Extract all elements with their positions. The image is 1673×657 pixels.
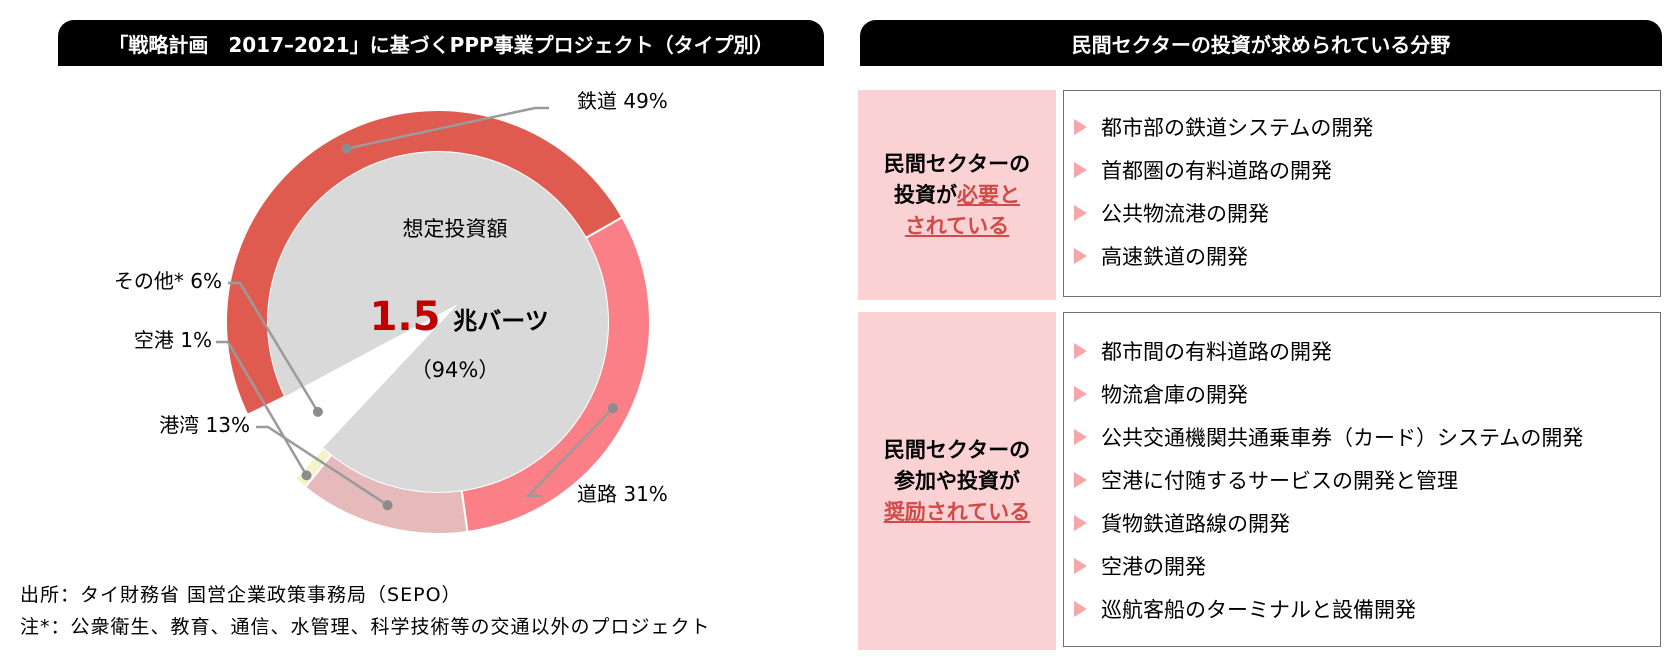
category-plain: 投資が [894, 182, 957, 207]
list-item: 都市間の有料道路の開発 [1074, 329, 1660, 372]
leader-line [346, 106, 549, 150]
center-value: 1.5 [370, 294, 441, 340]
leader-dot [312, 406, 323, 417]
chart-panel-header: 「戦略計画 2017–2021」に基づくPPP事業プロジェクト（タイプ別） [58, 20, 824, 66]
category-encouraged: 民間セクターの 参加や投資が 奨励されている [858, 312, 1056, 650]
donut-chart: 想定投資額 1.5 兆バーツ （94%） 鉄道 49% 道路 31% 港湾 13% 空… [114, 89, 668, 535]
triangle-bullet-icon [1074, 557, 1087, 574]
sectors-panel-header: 民間セクターの投資が求められている分野 [860, 20, 1662, 66]
triangle-bullet-icon [1074, 161, 1087, 178]
triangle-bullet-icon [1074, 118, 1087, 135]
leader-line [228, 281, 319, 413]
triangle-bullet-icon [1074, 204, 1087, 221]
required-items-box: 都市部の鉄道システムの開発 首都圏の有料道路の開発 公共物流港の開発 高速鉄道の… [1063, 90, 1661, 297]
category-line: 参加や投資が [894, 468, 1020, 493]
leader-dot [382, 500, 393, 511]
category-emphasis: されている [904, 213, 1010, 238]
list-item: 空港に付随するサービスの開発と管理 [1074, 458, 1660, 501]
slice-label: 道路 31% [577, 482, 668, 506]
list-item: 公共交通機関共通乗車券（カード）システムの開発 [1074, 415, 1660, 458]
triangle-bullet-icon [1074, 247, 1087, 264]
category-line: 民間セクターの [883, 151, 1031, 176]
triangle-bullet-icon [1074, 514, 1087, 531]
slice-label: その他* 6% [114, 269, 222, 293]
leader-dot [607, 403, 618, 414]
triangle-bullet-icon [1074, 600, 1087, 617]
triangle-bullet-icon [1074, 471, 1087, 488]
list-item: 貨物鉄道路線の開発 [1074, 501, 1660, 544]
category-emphasis: 奨励されている [883, 499, 1031, 524]
center-unit: 兆バーツ [453, 307, 549, 335]
note-line: 注*：公衆衛生、教育、通信、水管理、科学技術等の交通以外のプロジェクト [20, 616, 711, 638]
list-item: 都市部の鉄道システムの開発 [1074, 105, 1660, 148]
other-slice-gap [283, 304, 458, 450]
triangle-bullet-icon [1074, 342, 1087, 359]
center-title: 想定投資額 [403, 217, 508, 241]
list-item: 物流倉庫の開発 [1074, 372, 1660, 415]
category-line: 民間セクターの [883, 437, 1031, 462]
encouraged-items-box: 都市間の有料道路の開発 物流倉庫の開発 公共交通機関共通乗車券（カード）システム… [1063, 312, 1661, 647]
leader-dot [301, 470, 312, 481]
list-item: 巡航客船のターミナルと設備開発 [1074, 587, 1660, 630]
category-emphasis: 必要と [957, 182, 1020, 207]
triangle-bullet-icon [1074, 385, 1087, 402]
leader-line [216, 340, 308, 477]
leader-dot [341, 143, 352, 154]
list-item: 首都圏の有料道路の開発 [1074, 148, 1660, 191]
slice-label: 港湾 13% [159, 413, 250, 437]
slice-labels: 鉄道 49% 道路 31% 港湾 13% 空港 1% その他* 6% [114, 89, 668, 506]
slice-label: 空港 1% [134, 328, 212, 352]
leader-line [525, 407, 614, 498]
slice-label: 鉄道 49% [577, 89, 668, 113]
category-line: 投資が必要と [894, 180, 1020, 211]
list-item: 公共物流港の開発 [1074, 191, 1660, 234]
list-item: 空港の開発 [1074, 544, 1660, 587]
triangle-bullet-icon [1074, 428, 1087, 445]
category-required: 民間セクターの 投資が必要と されている [858, 90, 1056, 300]
center-note: （94%） [411, 358, 500, 382]
source-line: 出所：タイ財務省 国営企業政策事務局（SEPO） [20, 584, 462, 606]
leader-lines [216, 106, 618, 511]
leader-line [256, 425, 389, 507]
list-item: 高速鉄道の開発 [1074, 234, 1660, 277]
